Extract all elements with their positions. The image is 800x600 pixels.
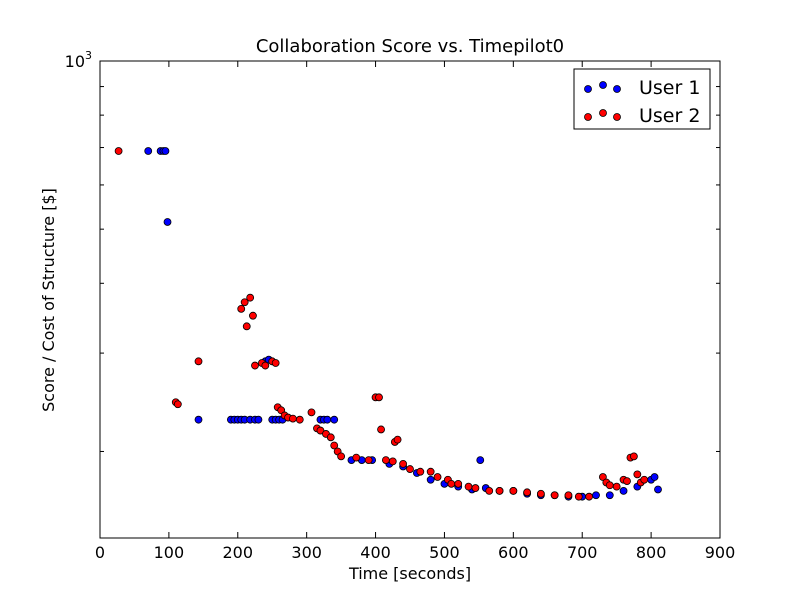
data-point <box>375 393 383 402</box>
axis-ticks <box>99 60 721 538</box>
data-point <box>271 359 280 367</box>
data-point <box>194 415 203 424</box>
data-point <box>240 298 249 307</box>
data-point <box>426 467 435 476</box>
data-point <box>605 491 614 500</box>
data-point <box>406 465 414 473</box>
data-point <box>605 481 614 490</box>
data-point <box>330 441 339 450</box>
data-point <box>629 452 638 461</box>
x-tick-label: 600 <box>498 543 529 562</box>
data-point <box>623 477 631 486</box>
data-point <box>337 452 346 461</box>
data-point <box>585 492 594 501</box>
legend-dot <box>584 85 592 93</box>
data-point <box>316 426 325 435</box>
data-point <box>495 486 504 495</box>
x-tick-label: 400 <box>360 543 391 562</box>
data-point <box>249 311 257 320</box>
series-2 <box>114 147 649 501</box>
legend-dot <box>584 113 592 121</box>
chart-title: Collaboration Score vs. Timepilot0 <box>256 36 564 57</box>
data-point <box>288 414 297 423</box>
data-point <box>254 415 263 424</box>
data-point <box>161 147 170 155</box>
legend: User 1 User 2 <box>573 68 711 130</box>
data-point <box>598 473 607 481</box>
data-point <box>426 475 435 484</box>
x-tick-label: 900 <box>705 543 736 562</box>
legend-label: User 2 <box>639 105 700 127</box>
data-point <box>633 470 642 479</box>
data-point <box>377 425 385 434</box>
plot-frame <box>99 60 721 539</box>
data-point <box>509 486 518 495</box>
legend-dot <box>599 81 607 89</box>
data-point <box>485 486 494 495</box>
data-point <box>330 415 339 424</box>
data-point <box>523 488 532 497</box>
legend-box <box>573 68 711 130</box>
data-point <box>416 467 425 476</box>
data-point <box>454 479 463 488</box>
data-point <box>246 293 255 302</box>
data-point <box>114 147 123 155</box>
data-point <box>251 361 259 370</box>
data-point <box>536 489 545 498</box>
legend-marker <box>584 109 621 121</box>
data-point <box>650 473 659 481</box>
legend-dot <box>599 109 607 117</box>
legend-dot <box>613 113 621 121</box>
data-point <box>144 147 153 155</box>
y-tick-label: 103 <box>65 49 92 71</box>
legend-marker <box>584 81 621 93</box>
data-point <box>194 357 203 366</box>
legend-label: User 1 <box>639 77 700 99</box>
data-points <box>114 147 662 501</box>
data-point <box>352 453 361 462</box>
tick-labels: 0 100 200 300 400 500 600 700 800 900 103 <box>65 49 736 562</box>
data-point <box>640 475 649 484</box>
data-point <box>476 456 485 465</box>
x-tick-label: 200 <box>223 543 254 562</box>
data-point <box>574 492 583 501</box>
x-tick-label: 0 <box>95 543 105 562</box>
x-tick-label: 500 <box>429 543 460 562</box>
legend-dot <box>613 85 621 93</box>
data-point <box>261 361 270 370</box>
data-point <box>654 485 662 494</box>
data-point <box>388 457 397 466</box>
x-tick-label: 300 <box>291 543 322 562</box>
data-point <box>447 479 456 488</box>
data-point <box>564 491 573 500</box>
data-point <box>550 491 559 500</box>
data-point <box>295 415 304 424</box>
data-point <box>433 473 442 481</box>
data-point <box>364 456 373 465</box>
data-point <box>464 482 473 491</box>
y-axis-label: Score / Cost of Structure [$] <box>39 188 58 412</box>
x-tick-label: 100 <box>154 543 185 562</box>
data-point <box>612 482 621 491</box>
data-point <box>163 218 172 226</box>
x-tick-label: 800 <box>636 543 667 562</box>
x-axis-label: Time [seconds] <box>348 564 471 583</box>
data-point <box>323 415 332 424</box>
x-tick-label: 700 <box>567 543 598 562</box>
data-point <box>399 460 408 468</box>
data-point <box>237 304 246 313</box>
data-point <box>381 456 390 465</box>
data-point <box>592 491 600 500</box>
data-point <box>471 484 480 492</box>
data-point <box>326 433 335 442</box>
data-point <box>242 322 251 331</box>
data-point <box>619 486 628 495</box>
data-point <box>173 400 182 409</box>
data-point <box>393 435 402 444</box>
data-point <box>307 408 316 417</box>
